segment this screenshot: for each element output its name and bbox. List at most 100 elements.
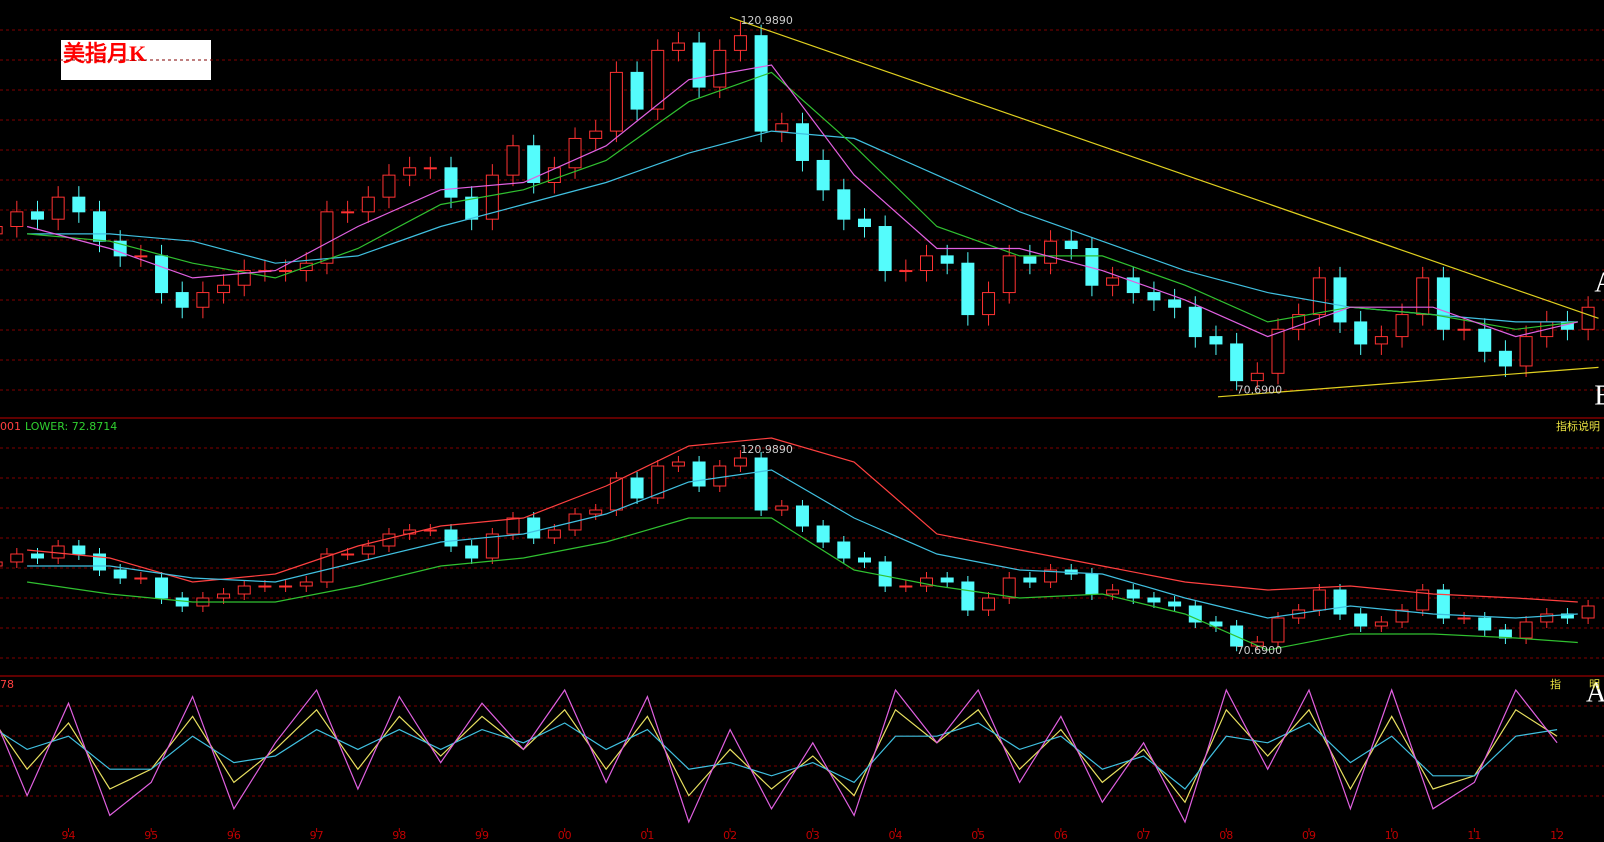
candle-body [1519,336,1533,367]
candle-body [1436,277,1450,330]
moving-average [27,71,1578,330]
candle-body [93,211,107,242]
candle-body [1147,597,1161,603]
candle-body [361,545,375,555]
candle-body [1168,299,1182,308]
candle-body [1560,613,1574,619]
candle-body [465,545,479,559]
candle-body [10,211,24,228]
candle-body [1498,350,1512,367]
candle-body [920,255,934,272]
candle-body [1436,589,1450,619]
candle-body [630,71,644,110]
candle-body [775,505,789,511]
candle-body [1250,372,1264,382]
candle-body [1478,328,1492,352]
candle-body [1519,621,1533,639]
candle-body [1333,589,1347,615]
candle-body [1209,336,1223,345]
candle-body [733,35,747,51]
kdj-line [0,708,1558,804]
candle-body [1457,328,1471,331]
candle-body [961,581,975,611]
candle-body [175,292,189,308]
candle-body [155,255,169,294]
candle-body [795,505,809,527]
candle-body [1085,573,1099,595]
band-line [27,469,1578,619]
candle-body [1168,601,1182,607]
candle-body [878,226,892,272]
chart-title: 美指月K [63,41,146,66]
candle-body [940,577,954,583]
candle-body [1478,617,1492,631]
candle-body [1581,306,1595,330]
candle-body [1354,321,1368,345]
candle-body [155,577,169,599]
candle-body [899,270,913,273]
candle-body [1188,306,1202,338]
x-tick-label: 02 [723,829,737,842]
candle-body [1044,569,1058,583]
annotation: A [1594,268,1604,299]
candle-body [671,42,685,51]
candle-body [382,174,396,198]
candle-body [423,167,437,170]
candle-body [692,461,706,487]
candle-body [1002,255,1016,294]
indicator-header: LOWER: 72.8714 [25,420,117,433]
candle-body [72,545,86,555]
annotation: B [1594,381,1604,412]
x-tick-label: 01 [640,829,654,842]
x-tick-label: 10 [1385,829,1399,842]
candle-body [1209,621,1223,627]
band-line [27,437,1578,603]
candle-body [1374,336,1388,345]
candle-body [733,457,747,467]
x-tick-label: 11 [1467,829,1481,842]
indicator-menu: 指 [1550,677,1561,691]
candle-body [1230,343,1244,382]
candle-body [1126,589,1140,599]
candle-body [837,541,851,559]
candle-body [651,465,665,499]
candle-body [1395,609,1409,623]
x-tick-label: 12 [1550,829,1564,842]
candle-body [816,159,830,191]
candle-body [713,465,727,487]
x-tick-label: 97 [310,829,324,842]
x-tick-label: 09 [1302,829,1316,842]
candle-body [1354,613,1368,627]
x-tick-label: 05 [971,829,985,842]
candle-body [113,569,127,579]
x-tick-label: 08 [1219,829,1233,842]
candle-body [30,211,44,220]
candle-body [1374,621,1388,627]
x-tick-label: 94 [62,829,76,842]
candle-body [837,189,851,220]
candle-body [279,585,293,588]
candle-body [1106,277,1120,286]
candle-body [341,553,355,556]
candle-body [1085,248,1099,286]
candle-body [754,35,768,132]
candle-body [589,130,603,139]
candle-body [0,226,3,235]
annotation: A [1586,678,1604,709]
candle-body [857,557,871,563]
candle-body [671,461,685,467]
x-tick-label: 95 [144,829,158,842]
candle-body [217,593,231,599]
x-tick-label: 00 [558,829,572,842]
indicator-menu: 指标说明 [1556,419,1600,433]
candle-body [775,123,789,132]
candle-body [1126,277,1140,294]
candle-body [1457,617,1471,620]
candle-body [589,509,603,515]
moving-average [26,64,1578,338]
candle-body [940,255,954,264]
candle-body [279,270,293,273]
candle-body [1044,240,1058,264]
